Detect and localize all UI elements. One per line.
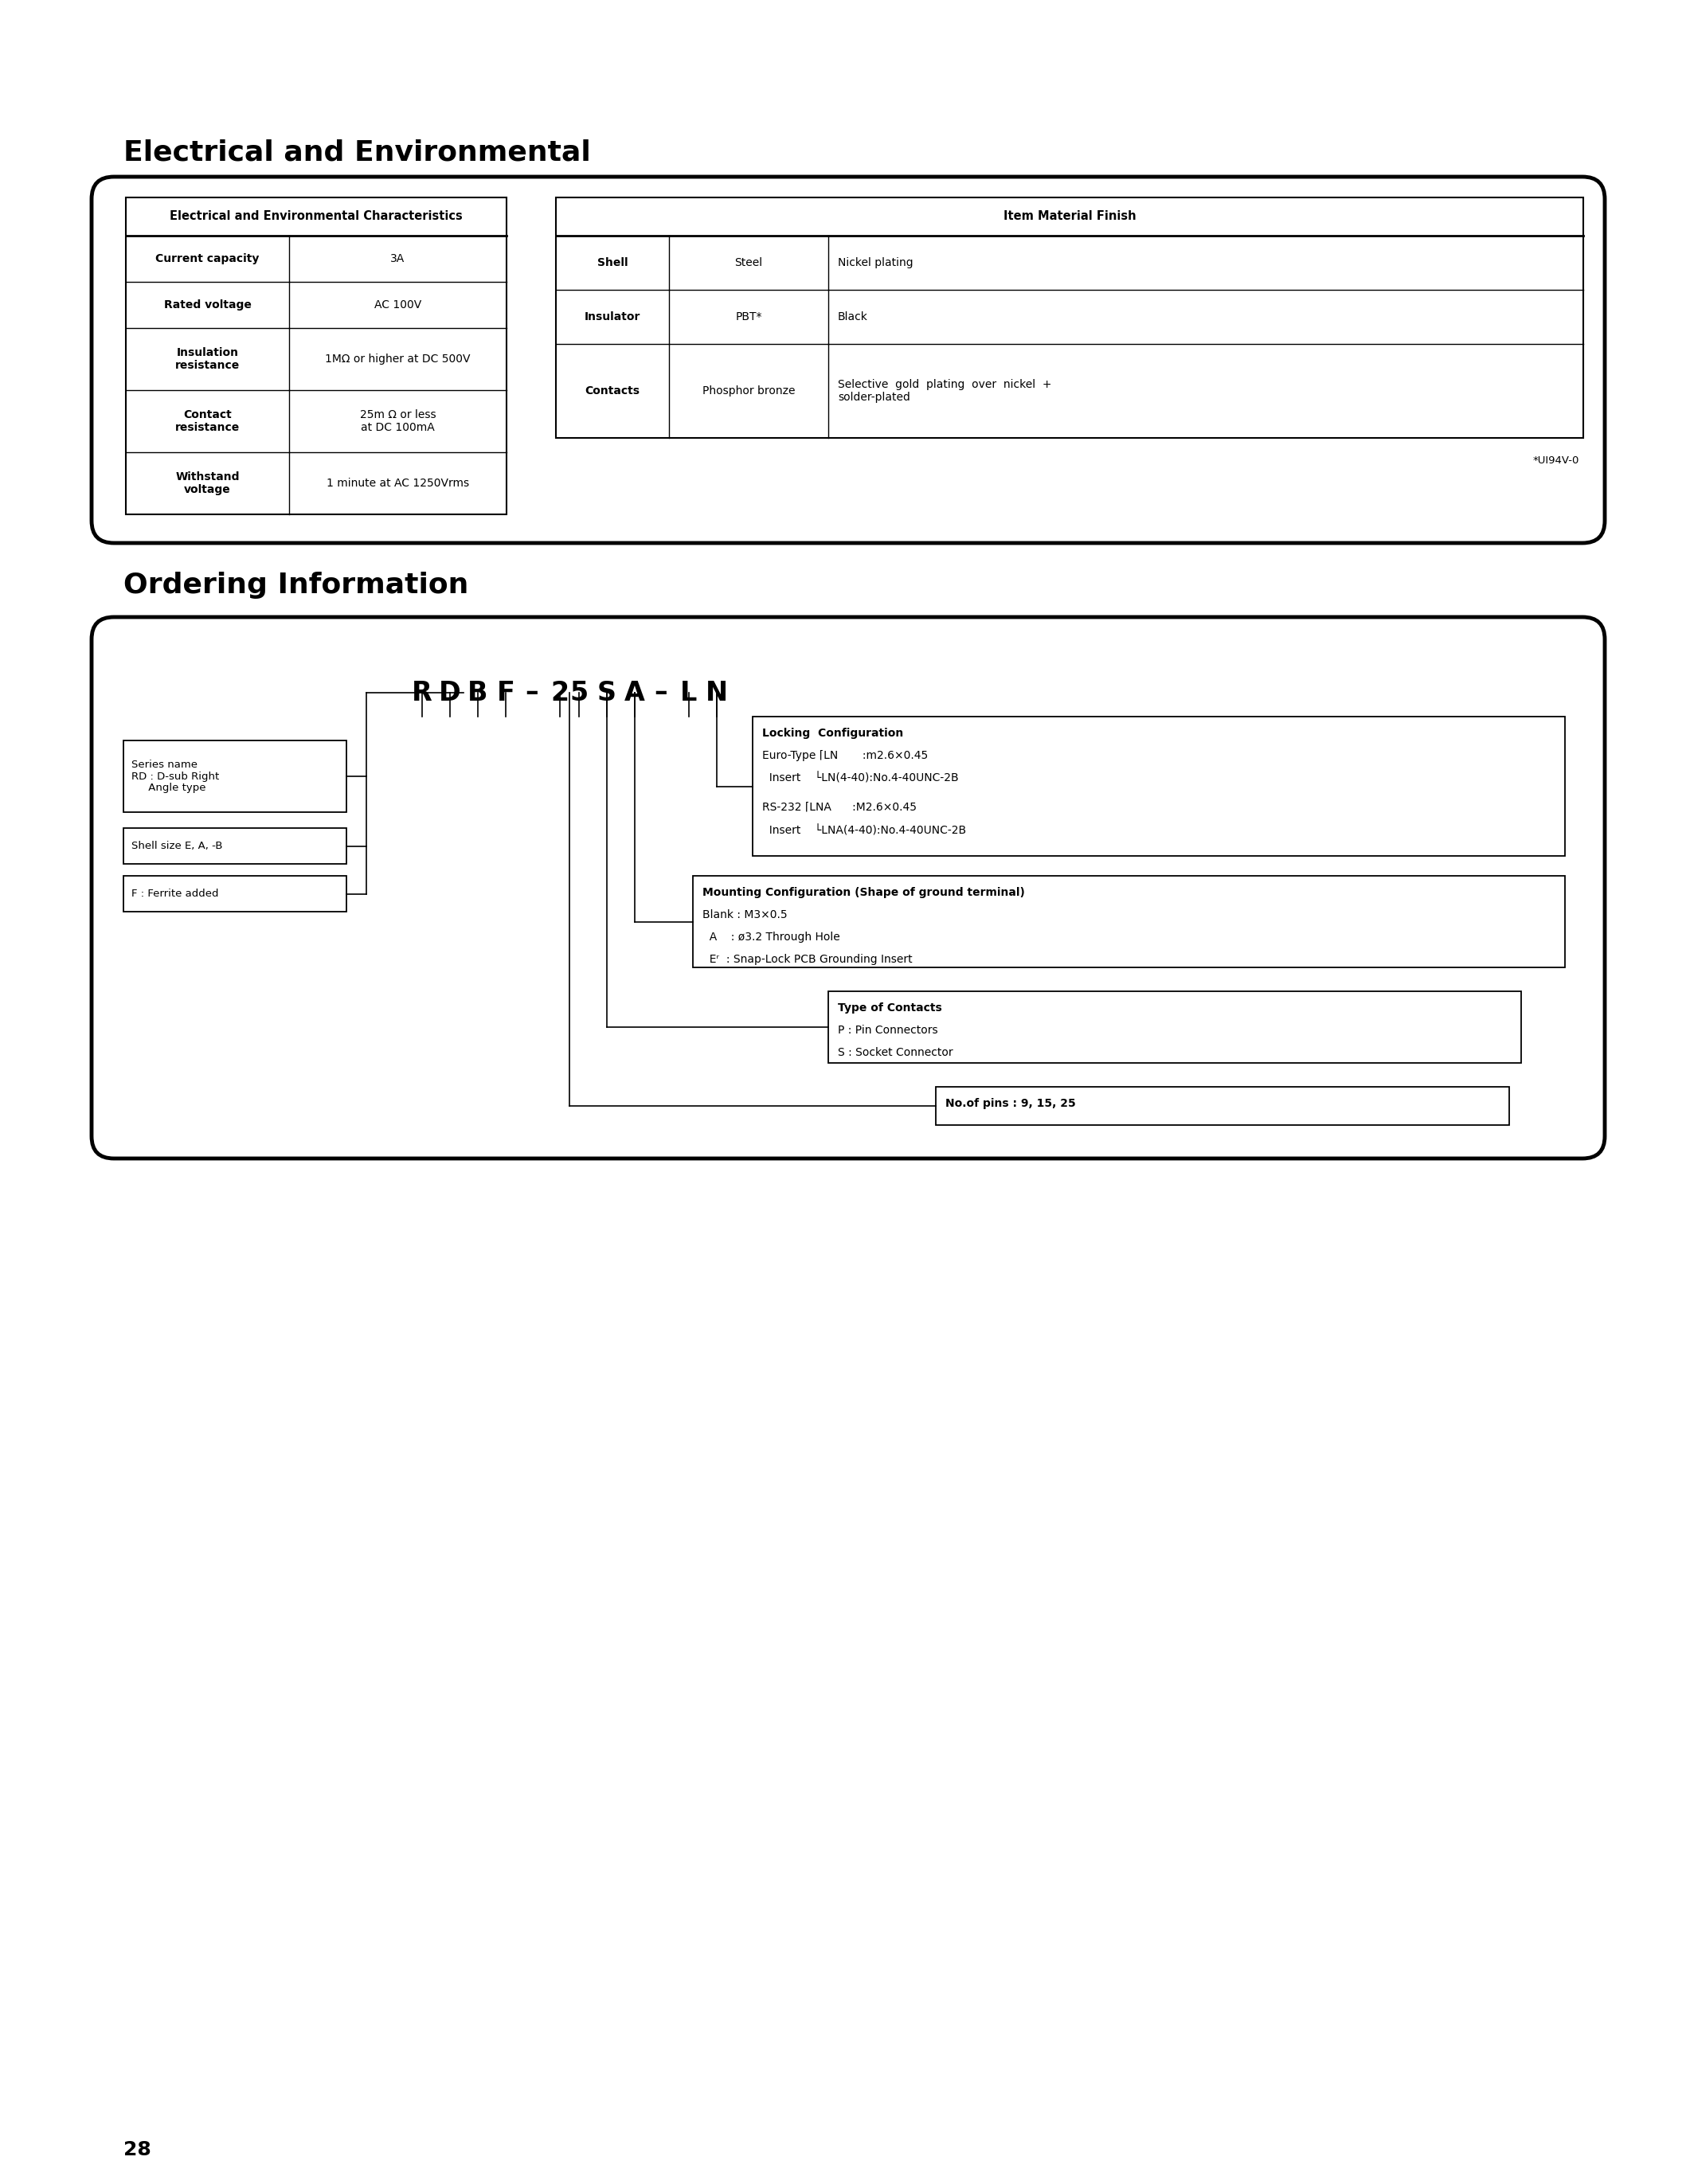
Text: Blank : M3×0.5: Blank : M3×0.5 <box>703 909 788 919</box>
Text: Item Material Finish: Item Material Finish <box>1004 210 1136 223</box>
Text: Ordering Information: Ordering Information <box>123 572 468 598</box>
Text: R: R <box>412 679 433 705</box>
Text: Electrical and Environmental: Electrical and Environmental <box>123 140 591 166</box>
Text: Electrical and Environmental Characteristics: Electrical and Environmental Characteris… <box>169 210 463 223</box>
Text: Contact
resistance: Contact resistance <box>176 408 240 432</box>
Text: S: S <box>597 679 617 705</box>
Text: No.of pins : 9, 15, 25: No.of pins : 9, 15, 25 <box>945 1099 1077 1109</box>
Text: Current capacity: Current capacity <box>155 253 259 264</box>
Text: D: D <box>439 679 461 705</box>
Text: 1MΩ or higher at DC 500V: 1MΩ or higher at DC 500V <box>324 354 470 365</box>
Text: A: A <box>624 679 646 705</box>
Text: 2: 2 <box>551 679 570 705</box>
Text: Insulator: Insulator <box>585 312 641 323</box>
Text: –: – <box>526 679 539 705</box>
Text: Series name
RD : D-sub Right
     Angle type: Series name RD : D-sub Right Angle type <box>132 760 220 793</box>
Text: *UI94V-0: *UI94V-0 <box>1533 456 1578 465</box>
Text: Contacts: Contacts <box>585 384 641 397</box>
Bar <box>828 992 1521 1064</box>
Text: Shell: Shell <box>597 258 627 269</box>
Text: 3A: 3A <box>390 253 406 264</box>
Text: Withstand
voltage: Withstand voltage <box>176 472 240 496</box>
Text: Locking  Configuration: Locking Configuration <box>762 727 904 738</box>
Text: Insulation
resistance: Insulation resistance <box>176 347 240 371</box>
Text: Eʳ  : Snap-Lock PCB Grounding Insert: Eʳ : Snap-Lock PCB Grounding Insert <box>703 954 913 965</box>
Text: 1 minute at AC 1250Vrms: 1 minute at AC 1250Vrms <box>326 478 470 489</box>
Text: F : Ferrite added: F : Ferrite added <box>132 889 218 900</box>
Bar <box>123 876 346 911</box>
Text: P : Pin Connectors: P : Pin Connectors <box>838 1024 938 1035</box>
Text: Shell size E, A, -B: Shell size E, A, -B <box>132 841 223 852</box>
Text: Euro-Type ⌈LN       :m2.6×0.45: Euro-Type ⌈LN :m2.6×0.45 <box>762 749 928 762</box>
Text: Insert    └LNA(4-40):No.4-40UNC-2B: Insert └LNA(4-40):No.4-40UNC-2B <box>762 826 967 836</box>
Bar <box>123 740 346 812</box>
Bar <box>752 716 1565 856</box>
Text: Insert    └LN(4-40):No.4-40UNC-2B: Insert └LN(4-40):No.4-40UNC-2B <box>762 773 958 784</box>
Text: Type of Contacts: Type of Contacts <box>838 1002 941 1013</box>
Text: –: – <box>654 679 668 705</box>
Text: PBT*: PBT* <box>735 312 762 323</box>
Text: Steel: Steel <box>735 258 762 269</box>
Text: Black: Black <box>838 312 869 323</box>
Text: B: B <box>468 679 488 705</box>
Text: S : Socket Connector: S : Socket Connector <box>838 1046 953 1059</box>
Text: Nickel plating: Nickel plating <box>838 258 913 269</box>
Text: RS-232 ⌈LNA      :M2.6×0.45: RS-232 ⌈LNA :M2.6×0.45 <box>762 802 916 815</box>
Text: L: L <box>681 679 698 705</box>
Text: A    : ø3.2 Through Hole: A : ø3.2 Through Hole <box>703 933 840 943</box>
Text: Mounting Configuration (Shape of ground terminal): Mounting Configuration (Shape of ground … <box>703 887 1024 898</box>
Text: F: F <box>497 679 515 705</box>
Text: N: N <box>706 679 728 705</box>
Text: Phosphor bronze: Phosphor bronze <box>703 384 794 397</box>
Bar <box>693 876 1565 968</box>
Text: 28: 28 <box>123 2140 150 2160</box>
Bar <box>125 197 507 515</box>
Text: Rated voltage: Rated voltage <box>164 299 252 310</box>
Bar <box>936 1088 1509 1125</box>
Text: Selective  gold  plating  over  nickel  +
solder-plated: Selective gold plating over nickel + sol… <box>838 378 1051 404</box>
Bar <box>123 828 346 865</box>
Text: 25m Ω or less
at DC 100mA: 25m Ω or less at DC 100mA <box>360 408 436 432</box>
Bar <box>556 197 1584 439</box>
Text: 5: 5 <box>570 679 588 705</box>
Text: AC 100V: AC 100V <box>373 299 421 310</box>
